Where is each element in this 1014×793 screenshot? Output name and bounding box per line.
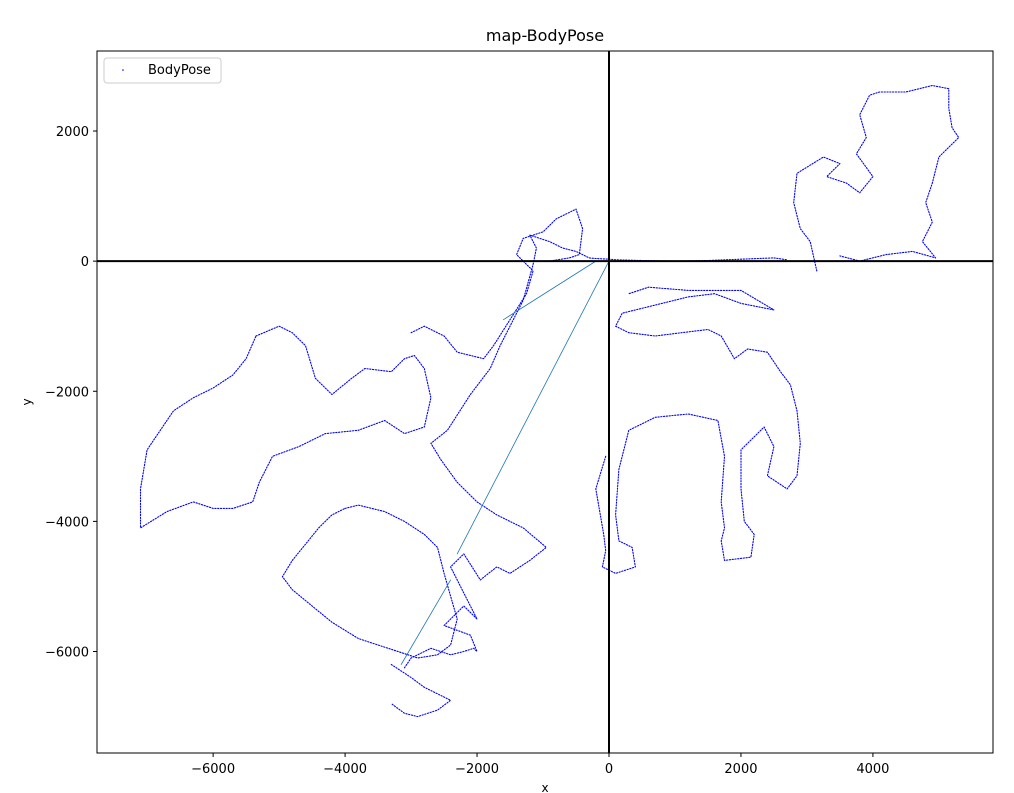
- trajectory-segment: [403, 234, 788, 669]
- trajectory-segment: [390, 663, 452, 718]
- series-layer: [139, 84, 960, 718]
- legend-box: [103, 57, 222, 84]
- x-tick-label: −6000: [191, 762, 235, 777]
- trajectory-segment: [456, 260, 610, 555]
- trajectory-segment: [281, 504, 458, 659]
- legend: BodyPose: [103, 57, 222, 84]
- trajectory-segment: [139, 325, 432, 529]
- chart-title: map-BodyPose: [486, 26, 604, 45]
- trajectory-segment: [400, 579, 452, 665]
- legend-marker: [122, 69, 124, 71]
- y-tick-label: −6000: [45, 646, 89, 661]
- y-tick-label: −2000: [45, 385, 89, 400]
- trajectory-segment: [502, 260, 597, 321]
- x-axis-label: x: [541, 781, 548, 793]
- trajectory-segment: [595, 286, 801, 574]
- x-tick-label: 2000: [724, 762, 757, 777]
- axes-background: [97, 51, 993, 753]
- x-tick-label: −2000: [455, 762, 499, 777]
- x-tick-label: 0: [605, 762, 613, 777]
- x-tick-label: 4000: [856, 762, 889, 777]
- legend-label: BodyPose: [148, 63, 211, 78]
- y-tick-label: 0: [81, 255, 89, 270]
- trajectory-segment: [793, 84, 960, 272]
- x-tick-label: −4000: [323, 762, 367, 777]
- x-axis-ticks: −6000 −4000 −2000 0 2000 4000: [191, 753, 889, 777]
- plot-area: [96, 50, 994, 754]
- y-tick-label: −4000: [45, 515, 89, 530]
- axes-frame: [96, 50, 994, 754]
- y-axis-ticks: 2000 0 −2000 −4000 −6000: [45, 125, 97, 661]
- trajectory-segment: [410, 208, 584, 360]
- y-tick-label: 2000: [56, 125, 89, 140]
- y-axis-label: y: [20, 398, 34, 405]
